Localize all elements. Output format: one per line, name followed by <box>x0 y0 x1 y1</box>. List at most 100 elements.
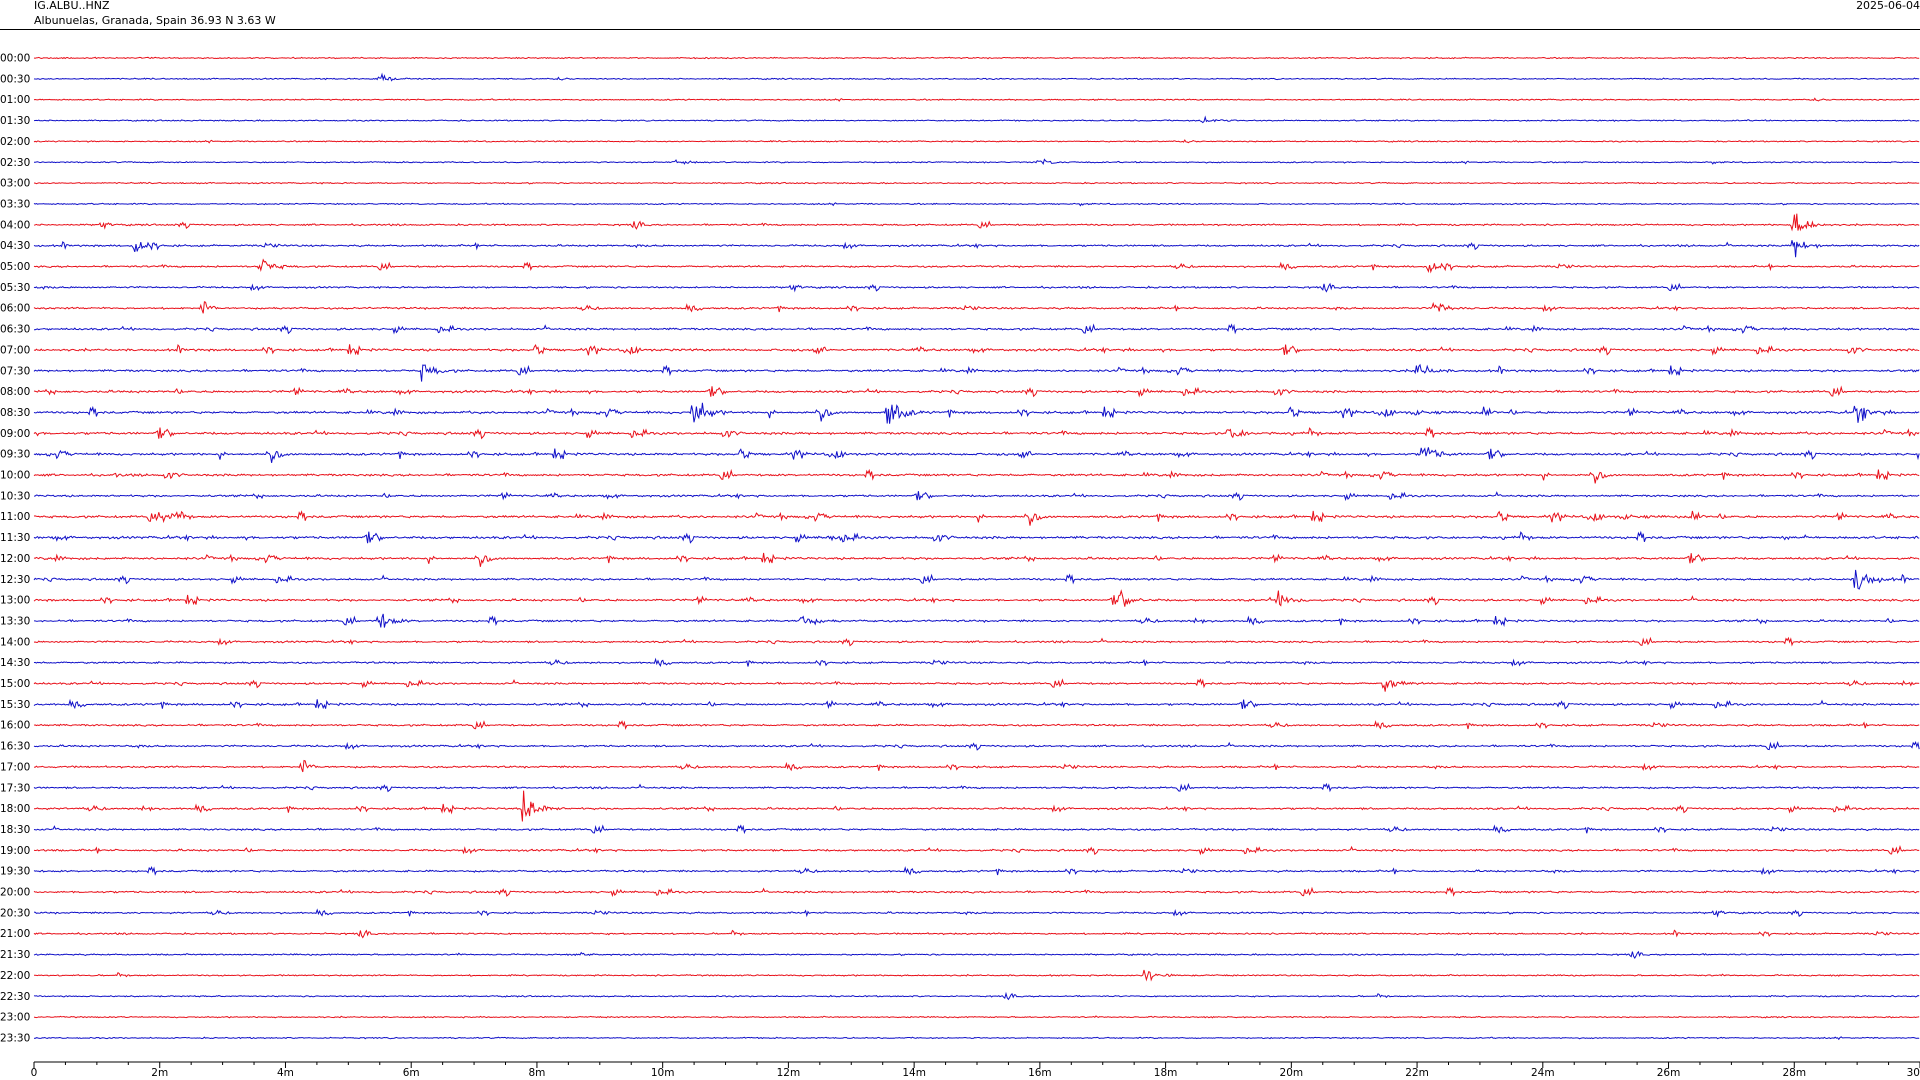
row-time-label: 05:30 <box>0 282 30 294</box>
row-time-label: 01:30 <box>0 115 30 127</box>
trace-0030 <box>33 72 1920 82</box>
x-tick-label: 24m <box>1531 1067 1555 1079</box>
row-time-label: 04:00 <box>0 219 30 231</box>
trace-1100 <box>33 510 1920 526</box>
x-tick-label: 2m <box>151 1067 168 1079</box>
x-tick-label: 16m <box>1028 1067 1052 1079</box>
station-location: Albunuelas, Granada, Spain 36.93 N 3.63 … <box>34 14 276 27</box>
trace-0800 <box>33 385 1920 398</box>
row-time-label: 06:30 <box>0 324 30 336</box>
row-time-label: 00:30 <box>0 73 30 85</box>
x-tick-label: 0 <box>31 1067 38 1079</box>
row-time-label: 08:00 <box>0 386 30 398</box>
trace-0330 <box>33 202 1920 207</box>
trace-0700 <box>33 343 1920 356</box>
row-time-label: 20:30 <box>0 907 30 919</box>
trace-1800 <box>33 790 1920 822</box>
x-tick-label: 20m <box>1280 1067 1304 1079</box>
row-time-label: 07:30 <box>0 365 30 377</box>
row-time-label: 16:00 <box>0 720 30 732</box>
row-time-label: 20:00 <box>0 887 30 899</box>
trace-0900 <box>33 426 1920 440</box>
row-time-label: 00:00 <box>0 53 30 65</box>
trace-2100 <box>33 929 1920 939</box>
row-time-label: 22:30 <box>0 991 30 1003</box>
row-time-label: 12:00 <box>0 553 30 565</box>
row-time-label: 13:30 <box>0 615 30 627</box>
row-time-label: 02:30 <box>0 157 30 169</box>
trace-1230 <box>33 569 1920 590</box>
row-time-label: 11:30 <box>0 532 30 544</box>
trace-0630 <box>33 323 1920 335</box>
trace-1400 <box>33 636 1920 647</box>
trace-0130 <box>33 115 1920 124</box>
trace-0830 <box>33 402 1920 424</box>
x-axis: 0 2m 4m 6m 8m 10m 12m 14m 16m 18m 20m 22m 24m 26m 28m 3… <box>31 1061 1920 1079</box>
row-time-label: 09:30 <box>0 449 30 461</box>
trace-0100 <box>33 97 1920 102</box>
row-time-label: 18:30 <box>0 824 30 836</box>
row-time-label: 05:00 <box>0 261 30 273</box>
x-tick-label: 30 <box>1907 1067 1920 1079</box>
trace-1130 <box>33 530 1920 544</box>
row-time-label: 18:00 <box>0 803 30 815</box>
trace-2000 <box>33 886 1920 898</box>
row-time-label: 12:30 <box>0 574 30 586</box>
row-time-label: 11:00 <box>0 511 30 523</box>
trace-2330 <box>33 1036 1920 1041</box>
trace-1300 <box>33 589 1920 607</box>
trace-0400 <box>33 213 1920 232</box>
trace-2200 <box>33 969 1920 982</box>
trace-0000 <box>33 56 1920 60</box>
x-tick-label: 18m <box>1154 1067 1178 1079</box>
row-time-label: 19:30 <box>0 866 30 878</box>
row-time-label: 03:30 <box>0 198 30 210</box>
trace-1200 <box>33 552 1920 567</box>
row-time-label: 13:00 <box>0 595 30 607</box>
x-tick-label: 8m <box>528 1067 545 1079</box>
x-tick-label: 6m <box>403 1067 420 1079</box>
trace-2230 <box>33 991 1920 1001</box>
row-time-label: 23:00 <box>0 1012 30 1024</box>
row-time-label: 15:00 <box>0 678 30 690</box>
trace-1530 <box>33 698 1920 710</box>
trace-1000 <box>33 468 1920 484</box>
trace-0230 <box>33 158 1920 165</box>
station-code: IG.ALBU..HNZ <box>34 0 110 12</box>
row-time-label: 06:00 <box>0 303 30 315</box>
trace-1700 <box>33 759 1920 773</box>
row-time-label: 01:00 <box>0 94 30 106</box>
x-tick-label: 22m <box>1405 1067 1429 1079</box>
row-label-layer: 00:00 00:30 01:00 01:30 02:00 02:30 03:00 03:30… <box>0 53 30 1045</box>
trace-1830 <box>33 824 1920 835</box>
plot-header: IG.ALBU..HNZ Albunuelas, Granada, Spain … <box>0 0 1920 30</box>
row-time-label: 08:30 <box>0 407 30 419</box>
header-divider <box>0 29 1920 30</box>
trace-0600 <box>33 301 1920 314</box>
row-time-label: 07:00 <box>0 344 30 356</box>
trace-0500 <box>33 258 1920 274</box>
row-time-label: 19:00 <box>0 845 30 857</box>
x-tick-label: 28m <box>1782 1067 1806 1079</box>
trace-0730 <box>33 363 1920 382</box>
x-tick-label: 26m <box>1657 1067 1681 1079</box>
trace-1630 <box>33 740 1920 751</box>
trace-1030 <box>33 491 1920 502</box>
row-time-label: 10:30 <box>0 490 30 502</box>
row-time-label: 14:30 <box>0 657 30 669</box>
trace-2130 <box>33 950 1920 959</box>
x-tick-label: 4m <box>277 1067 294 1079</box>
row-time-label: 21:00 <box>0 928 30 940</box>
trace-0300 <box>33 181 1920 185</box>
x-tick-label: 14m <box>902 1067 926 1079</box>
trace-1330 <box>33 613 1920 628</box>
row-time-label: 17:00 <box>0 761 30 773</box>
trace-0530 <box>33 282 1920 293</box>
trace-0930 <box>33 447 1920 463</box>
x-tick-label: 12m <box>777 1067 801 1079</box>
trace-1430 <box>33 657 1920 667</box>
x-tick-label: 10m <box>651 1067 675 1079</box>
trace-1900 <box>33 845 1920 856</box>
row-time-label: 21:30 <box>0 949 30 961</box>
